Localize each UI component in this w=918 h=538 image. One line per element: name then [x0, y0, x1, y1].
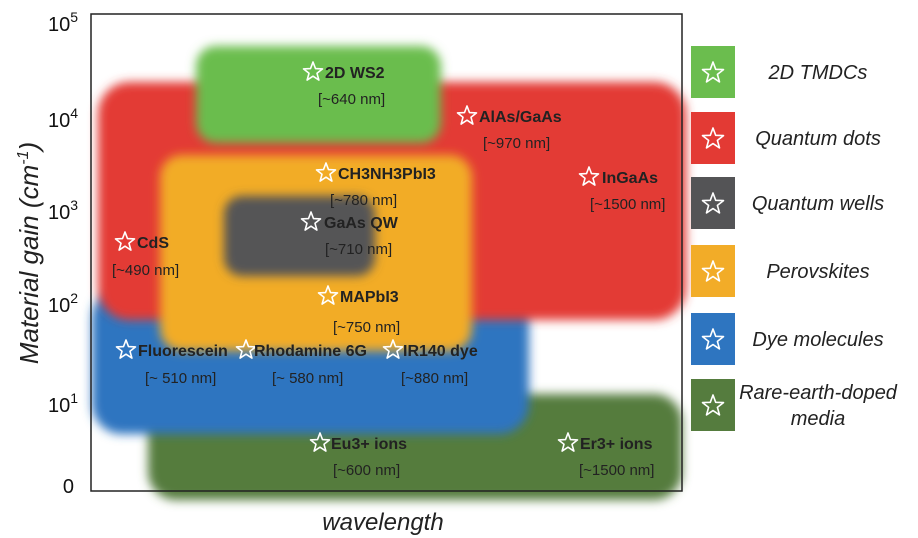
point-2d-ws2: 2D WS2 [~640 nm]: [302, 61, 385, 108]
legend-swatch: [691, 313, 735, 365]
point-name: Er3+ ions: [580, 436, 653, 453]
region-tmdc: [196, 46, 441, 143]
point-wavelength: [~880 nm]: [401, 370, 468, 387]
point-name: InGaAs: [602, 170, 658, 187]
point-wavelength: [~1500 nm]: [590, 196, 665, 213]
point-wavelength: [~490 nm]: [112, 262, 179, 279]
y-tick-label: 103: [48, 197, 78, 224]
legend-swatch: [691, 177, 735, 229]
y-axis-label: Material gain (cm-1): [14, 142, 44, 364]
legend-item-dye: Dye molecules: [691, 313, 884, 365]
x-axis-label: wavelength: [322, 509, 443, 536]
legend-label: 2D TMDCs: [768, 62, 868, 84]
y-tick-label: 105: [48, 9, 78, 36]
legend-label: Perovskites: [766, 261, 869, 283]
point-wavelength: [~ 580 nm]: [272, 370, 343, 387]
point-er3-ions: Er3+ ions [~1500 nm]: [557, 432, 654, 479]
star-icon: [382, 339, 404, 359]
star-icon: [701, 394, 725, 416]
legend-label: Dye molecules: [752, 329, 883, 351]
star-icon: [309, 432, 331, 452]
y-tick-label: 104: [48, 105, 78, 132]
point-wavelength: [~750 nm]: [333, 319, 400, 336]
star-icon: [235, 339, 257, 359]
point-mapbi3: MAPbI3 [~750 nm]: [317, 285, 400, 336]
point-alas-gaas: AlAs/GaAs [~970 nm]: [456, 105, 562, 152]
legend-label: Quantum wells: [752, 193, 884, 215]
legend-item-rare: Rare-earth-doped media: [691, 379, 898, 431]
point-name: IR140 dye: [403, 343, 478, 360]
star-icon: [701, 260, 725, 282]
y-tick-label: 102: [48, 290, 78, 317]
y-axis-ticks: 0 101 102 103 104 105: [48, 9, 78, 498]
legend-swatch: [691, 379, 735, 431]
point-wavelength: [~600 nm]: [333, 462, 400, 479]
y-tick-label: 0: [63, 476, 74, 498]
point-wavelength: [~ 510 nm]: [145, 370, 216, 387]
point-name: Eu3+ ions: [331, 436, 407, 453]
point-name: MAPbI3: [340, 289, 399, 306]
star-icon: [701, 61, 725, 83]
legend-item-qw: Quantum wells: [691, 177, 884, 229]
star-icon: [701, 192, 725, 214]
gain-regions: [92, 46, 686, 500]
point-eu3-ions: Eu3+ ions [~600 nm]: [309, 432, 407, 479]
point-cds: CdS [~490 nm]: [112, 231, 179, 279]
legend-item-perov: Perovskites: [691, 245, 870, 297]
point-name: Fluorescein: [138, 343, 228, 360]
point-name: Rhodamine 6G: [254, 343, 367, 360]
point-rhodamine-6g: Rhodamine 6G [~ 580 nm]: [235, 339, 367, 387]
legend: 2D TMDCs Quantum dots Quantum wells Perovsk…: [691, 46, 898, 431]
y-tick-label: 101: [48, 390, 78, 417]
point-fluorescein: Fluorescein [~ 510 nm]: [115, 339, 228, 387]
star-icon: [317, 285, 339, 305]
star-icon: [114, 231, 136, 251]
legend-label: Rare-earth-doped: [739, 382, 898, 404]
star-icon: [701, 328, 725, 350]
point-ch3nh3pbi3: CH3NH3PbI3 [~780 nm]: [315, 162, 436, 209]
star-icon: [315, 162, 337, 182]
star-icon: [557, 432, 579, 452]
legend-label: Quantum dots: [755, 128, 881, 150]
legend-item-qd: Quantum dots: [691, 112, 881, 164]
star-icon: [578, 166, 600, 186]
star-icon: [701, 127, 725, 149]
point-ir140-dye: IR140 dye [~880 nm]: [382, 339, 478, 387]
material-points: 2D WS2 [~640 nm] AlAs/GaAs [~970 nm] InGaAs […: [112, 61, 665, 479]
point-wavelength: [~1500 nm]: [579, 462, 654, 479]
plot-frame: [90, 13, 683, 492]
star-icon: [115, 339, 137, 359]
star-icon: [300, 211, 322, 231]
legend-swatch: [691, 46, 735, 98]
point-wavelength: [~970 nm]: [483, 135, 550, 152]
point-name: AlAs/GaAs: [479, 109, 562, 126]
point-name: CH3NH3PbI3: [338, 166, 436, 183]
legend-item-tmdc: 2D TMDCs: [691, 46, 867, 98]
point-ingaas: InGaAs [~1500 nm]: [578, 166, 665, 213]
point-name: GaAs QW: [324, 215, 399, 232]
region-qw: [224, 196, 375, 276]
point-name: 2D WS2: [325, 65, 385, 82]
legend-swatch: [691, 245, 735, 297]
point-name: CdS: [137, 235, 169, 252]
point-gaas-qw: GaAs QW [~710 nm]: [300, 211, 399, 258]
legend-label: media: [791, 408, 845, 430]
legend-swatch: [691, 112, 735, 164]
star-icon: [302, 61, 324, 81]
point-wavelength: [~780 nm]: [330, 192, 397, 209]
point-wavelength: [~710 nm]: [325, 241, 392, 258]
star-icon: [456, 105, 478, 125]
point-wavelength: [~640 nm]: [318, 91, 385, 108]
